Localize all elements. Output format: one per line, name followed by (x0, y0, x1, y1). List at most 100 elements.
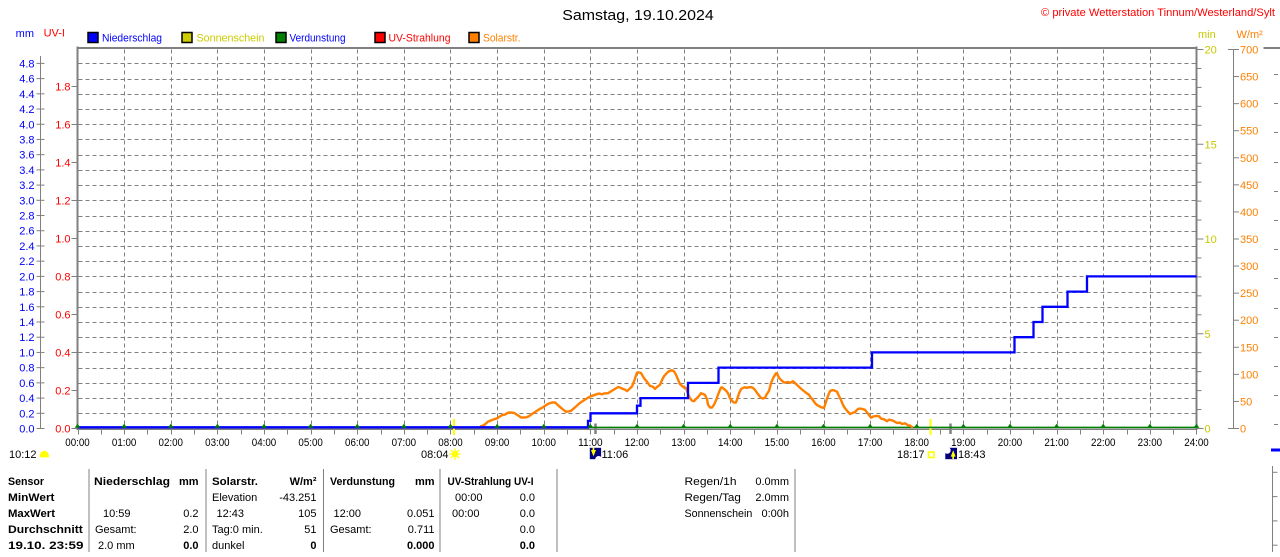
svg-text:100: 100 (1240, 369, 1258, 381)
svg-text:250: 250 (1240, 288, 1258, 300)
svg-text:Samstag, 19.10.2024: Samstag, 19.10.2024 (562, 8, 714, 24)
svg-text:Elevation: Elevation (212, 492, 257, 504)
svg-text:0.8: 0.8 (19, 363, 34, 375)
svg-text:Sonnenschein: Sonnenschein (685, 508, 753, 520)
svg-text:Regen/1h: Regen/1h (685, 476, 737, 488)
svg-text:Gesamt:: Gesamt: (95, 524, 137, 536)
svg-text:22:00: 22:00 (1091, 437, 1116, 449)
svg-text:4.4: 4.4 (19, 89, 34, 101)
svg-text:Regen/Tag: Regen/Tag (685, 492, 741, 504)
svg-text:10:59: 10:59 (103, 508, 131, 520)
svg-text:12:00: 12:00 (625, 437, 650, 449)
svg-text:1.8: 1.8 (19, 287, 34, 299)
svg-text:W/m²: W/m² (290, 476, 317, 488)
svg-text:5: 5 (1205, 329, 1211, 341)
svg-text:05:00: 05:00 (298, 437, 323, 449)
svg-text:Sensor: Sensor (8, 476, 45, 488)
svg-text:Solarstr.: Solarstr. (483, 33, 521, 45)
svg-text:1.6: 1.6 (19, 302, 34, 314)
svg-text:10:00: 10:00 (532, 437, 557, 449)
svg-text:18:00: 18:00 (905, 437, 930, 449)
svg-text:10:12: 10:12 (9, 449, 37, 461)
svg-text:2.0: 2.0 (19, 271, 34, 283)
svg-text:12:43: 12:43 (217, 508, 245, 520)
svg-text:1.2: 1.2 (55, 196, 70, 208)
svg-text:450: 450 (1240, 180, 1258, 192)
svg-text:20:00: 20:00 (998, 437, 1023, 449)
svg-text:51: 51 (304, 524, 316, 536)
svg-text:19.10. 23:59: 19.10. 23:59 (8, 540, 84, 552)
svg-text:14:00: 14:00 (718, 437, 743, 449)
svg-text:0.0mm: 0.0mm (755, 476, 789, 488)
svg-text:2.0 mm: 2.0 mm (98, 540, 135, 552)
svg-text:mm: mm (179, 476, 199, 488)
svg-text:-43.251: -43.251 (279, 492, 316, 504)
svg-text:13:00: 13:00 (671, 437, 696, 449)
svg-text:4.0: 4.0 (19, 119, 34, 131)
svg-text:400: 400 (1240, 207, 1258, 219)
svg-text:1.8: 1.8 (55, 82, 70, 94)
svg-text:0.0: 0.0 (520, 492, 535, 504)
svg-text:0.0: 0.0 (520, 508, 535, 520)
svg-text:0.2: 0.2 (55, 386, 70, 398)
svg-text:0.4: 0.4 (19, 393, 34, 405)
svg-text:UV-Strahlung: UV-Strahlung (389, 33, 451, 45)
svg-text:08:00: 08:00 (438, 437, 463, 449)
svg-text:MinWert: MinWert (8, 492, 55, 504)
svg-text:0.0: 0.0 (183, 540, 198, 552)
svg-text:17:00: 17:00 (858, 437, 883, 449)
svg-text:06:00: 06:00 (345, 437, 370, 449)
svg-text:0.2: 0.2 (19, 408, 34, 420)
svg-text:0: 0 (310, 540, 316, 552)
svg-text:UV-I: UV-I (44, 28, 65, 40)
svg-text:10: 10 (1205, 234, 1217, 246)
svg-text:0.711: 0.711 (408, 524, 435, 536)
svg-text:Sonnenschein: Sonnenschein (197, 33, 265, 45)
svg-text:2.4: 2.4 (19, 241, 34, 253)
svg-text:300: 300 (1240, 261, 1258, 273)
svg-text:500: 500 (1240, 153, 1258, 165)
svg-text:16:00: 16:00 (811, 437, 836, 449)
svg-text:08:04: 08:04 (421, 449, 449, 461)
svg-text:12:00: 12:00 (334, 508, 362, 520)
svg-text:2.8: 2.8 (19, 211, 34, 223)
svg-text:2.6: 2.6 (19, 226, 34, 238)
svg-text:Solarstr.: Solarstr. (212, 476, 258, 488)
svg-text:Niederschlag: Niederschlag (94, 476, 170, 488)
svg-text:550: 550 (1240, 126, 1258, 138)
svg-text:19:00: 19:00 (951, 437, 976, 449)
svg-text:0.0: 0.0 (520, 524, 535, 536)
svg-text:50: 50 (1240, 396, 1252, 408)
svg-text:2.0: 2.0 (183, 524, 198, 536)
svg-text:1.0: 1.0 (55, 234, 70, 246)
svg-text:0.0: 0.0 (19, 424, 34, 436)
svg-text:2.2: 2.2 (19, 256, 34, 268)
svg-text:0:00h: 0:00h (761, 508, 789, 520)
svg-text:0.8: 0.8 (55, 272, 70, 284)
svg-text:W/m²: W/m² (1237, 29, 1264, 41)
svg-text:UV-Strahlung UV-I: UV-Strahlung UV-I (448, 476, 534, 488)
svg-text:dunkel: dunkel (212, 540, 244, 552)
svg-text:11:00: 11:00 (578, 437, 603, 449)
svg-text:350: 350 (1240, 234, 1258, 246)
svg-text:0: 0 (1205, 424, 1211, 436)
svg-text:200: 200 (1240, 315, 1258, 327)
svg-text:min: min (1198, 29, 1216, 41)
svg-text:0.051: 0.051 (407, 508, 435, 520)
svg-text:18:43: 18:43 (958, 449, 986, 461)
svg-text:09:00: 09:00 (485, 437, 510, 449)
svg-text:Tag:0 min.: Tag:0 min. (212, 524, 263, 536)
svg-text:MaxWert: MaxWert (8, 508, 55, 520)
svg-text:1.6: 1.6 (55, 120, 70, 132)
svg-text:01:00: 01:00 (112, 437, 137, 449)
svg-text:3.4: 3.4 (19, 165, 34, 177)
svg-text:mm: mm (415, 476, 435, 488)
svg-text:15:00: 15:00 (765, 437, 790, 449)
svg-text:4.2: 4.2 (19, 104, 34, 116)
svg-text:Verdunstung: Verdunstung (290, 33, 346, 45)
svg-text:3.0: 3.0 (19, 195, 34, 207)
svg-text:0: 0 (1240, 424, 1246, 436)
svg-text:mm: mm (16, 28, 34, 40)
svg-text:24:00: 24:00 (1184, 437, 1209, 449)
svg-text:02:00: 02:00 (159, 437, 184, 449)
